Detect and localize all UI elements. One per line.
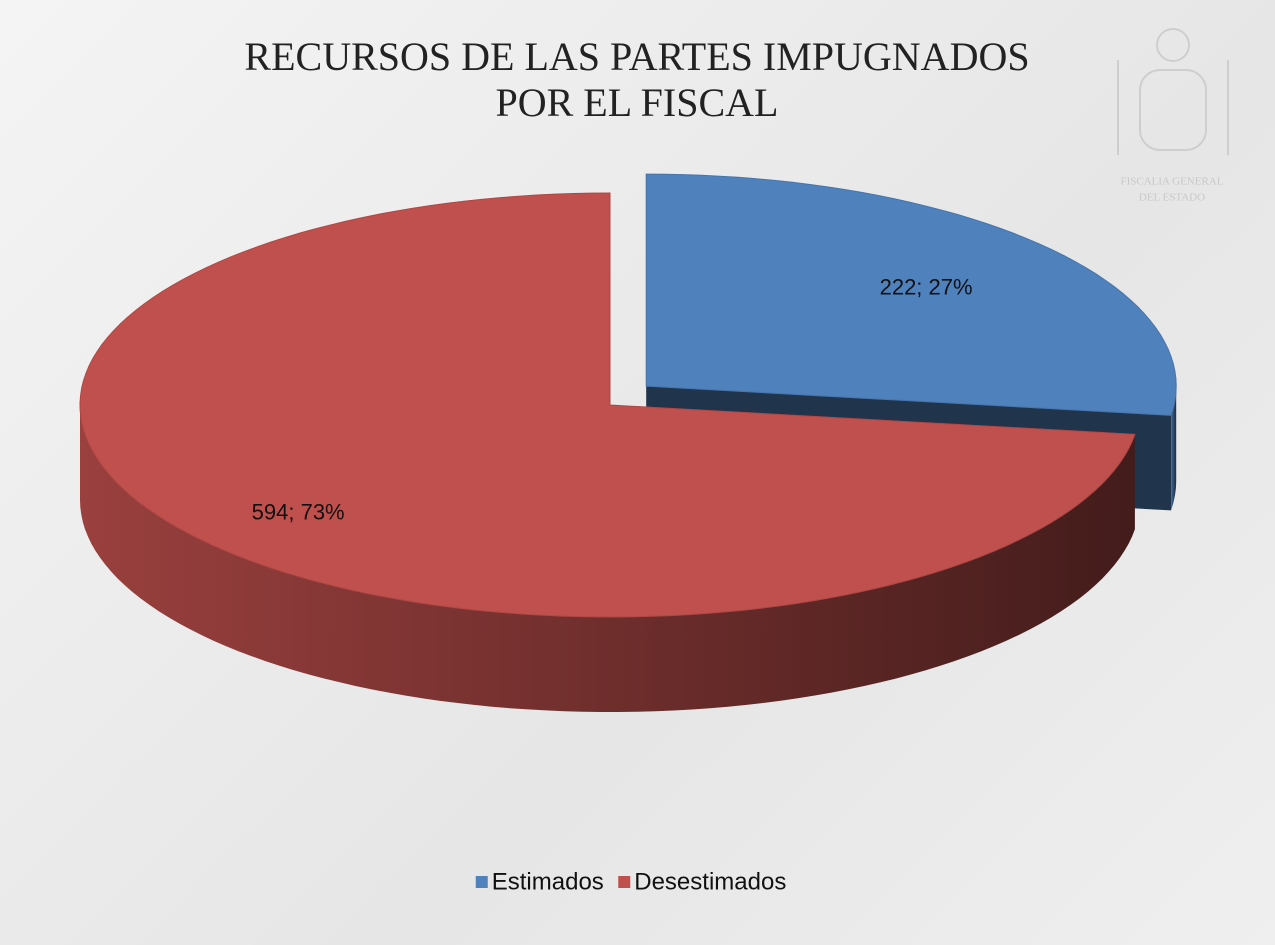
data-label: 594; 73%	[252, 499, 345, 524]
data-label: 222; 27%	[880, 274, 973, 299]
watermark: DEL ESTADO	[1139, 192, 1205, 204]
chart-title: RECURSOS DE LAS PARTES IMPUGNADOS POR EL…	[244, 34, 1030, 125]
legend-label: Estimados	[492, 868, 604, 895]
slice-side	[80, 405, 1135, 712]
watermark: FISCALIA GENERAL	[1121, 176, 1224, 188]
slice-side	[1171, 386, 1177, 511]
pie-slice	[79, 192, 1136, 618]
pie-slice	[645, 173, 1177, 416]
legend-swatch	[618, 876, 631, 888]
emblem	[1117, 28, 1229, 155]
legend-swatch	[475, 876, 488, 888]
legend-label: Desestimados	[634, 868, 786, 895]
